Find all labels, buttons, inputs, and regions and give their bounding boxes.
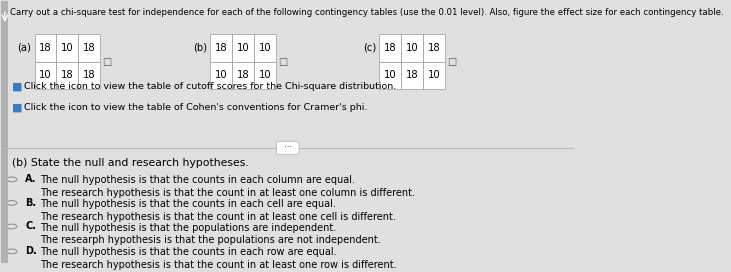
- Text: The research hypothesis is that the count in at least one row is different.: The research hypothesis is that the coun…: [40, 260, 397, 270]
- Text: □: □: [278, 57, 287, 67]
- Bar: [401, 61, 423, 89]
- Text: C.: C.: [26, 221, 37, 231]
- Bar: [423, 61, 444, 89]
- Text: 10: 10: [406, 43, 418, 53]
- Text: □: □: [447, 57, 456, 67]
- Text: 10: 10: [237, 43, 249, 53]
- Text: (a): (a): [18, 43, 31, 53]
- Text: 18: 18: [61, 70, 74, 80]
- Text: 10: 10: [428, 70, 440, 80]
- Text: ■: ■: [12, 102, 22, 112]
- Text: ■: ■: [12, 81, 22, 91]
- Bar: [34, 34, 56, 61]
- Text: □: □: [102, 57, 111, 67]
- Text: The null hypothesis is that the populations are independent.: The null hypothesis is that the populati…: [40, 222, 336, 233]
- Text: ···: ···: [279, 143, 297, 153]
- Bar: [401, 34, 423, 61]
- Bar: [423, 34, 444, 61]
- Text: 18: 18: [215, 43, 227, 53]
- Bar: [56, 61, 78, 89]
- Bar: [379, 61, 401, 89]
- Text: (b): (b): [193, 43, 207, 53]
- Text: 10: 10: [61, 43, 74, 53]
- Bar: [254, 34, 276, 61]
- Text: The null hypothesis is that the counts in each row are equal.: The null hypothesis is that the counts i…: [40, 248, 337, 257]
- Text: The null hypothesis is that the counts in each column are equal.: The null hypothesis is that the counts i…: [40, 175, 355, 186]
- Bar: [211, 61, 232, 89]
- Bar: [34, 61, 56, 89]
- Text: 10: 10: [259, 70, 271, 80]
- Text: 10: 10: [384, 70, 396, 80]
- Text: Carry out a chi-square test for independence for each of the following contingen: Carry out a chi-square test for independ…: [10, 8, 724, 17]
- Text: B.: B.: [26, 198, 37, 208]
- Text: 18: 18: [237, 70, 249, 80]
- Text: Click the icon to view the table of cutoff scores for the Chi-square distributio: Click the icon to view the table of cuto…: [24, 82, 396, 91]
- Text: 18: 18: [83, 43, 95, 53]
- Text: D.: D.: [26, 246, 37, 256]
- Bar: [379, 34, 401, 61]
- Bar: [254, 61, 276, 89]
- Bar: [232, 61, 254, 89]
- Text: 18: 18: [406, 70, 418, 80]
- Text: The research hypothesis is that the count in at least one cell is different.: The research hypothesis is that the coun…: [40, 212, 396, 222]
- Bar: [232, 34, 254, 61]
- Bar: [78, 34, 100, 61]
- Text: 10: 10: [259, 43, 271, 53]
- Text: 18: 18: [384, 43, 396, 53]
- Text: A.: A.: [26, 174, 37, 184]
- Text: The research hypothesis is that the count in at least one column is different.: The research hypothesis is that the coun…: [40, 188, 415, 198]
- Bar: [78, 61, 100, 89]
- Bar: [1, 1, 8, 263]
- Text: (b) State the null and research hypotheses.: (b) State the null and research hypothes…: [12, 158, 249, 168]
- Text: Click the icon to view the table of Cohen's conventions for Cramer's phi.: Click the icon to view the table of Cohe…: [24, 103, 368, 112]
- Bar: [211, 34, 232, 61]
- Text: 10: 10: [215, 70, 227, 80]
- Text: The null hypothesis is that the counts in each cell are equal.: The null hypothesis is that the counts i…: [40, 199, 336, 209]
- Text: 18: 18: [39, 43, 52, 53]
- Text: The researph hypothesis is that the populations are not independent.: The researph hypothesis is that the popu…: [40, 235, 381, 245]
- Text: (c): (c): [363, 43, 376, 53]
- Bar: [56, 34, 78, 61]
- Text: 10: 10: [39, 70, 52, 80]
- Text: 18: 18: [83, 70, 95, 80]
- Text: 18: 18: [428, 43, 440, 53]
